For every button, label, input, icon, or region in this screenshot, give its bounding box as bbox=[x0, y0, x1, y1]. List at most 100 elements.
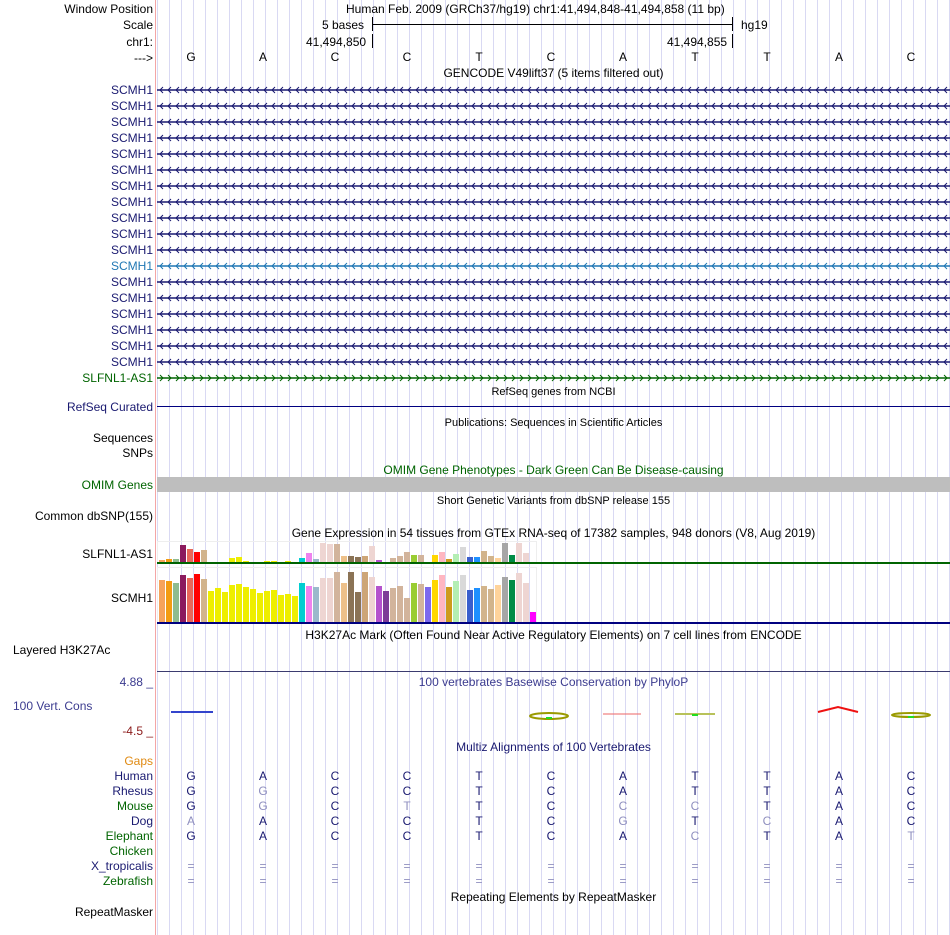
phylop-plot[interactable] bbox=[157, 690, 950, 735]
gtex-tissue-bar[interactable] bbox=[495, 585, 501, 623]
gtex-tissue-bar[interactable] bbox=[236, 584, 242, 623]
gtex-tissue-bar[interactable] bbox=[292, 596, 298, 623]
refseq-track-label[interactable]: RefSeq Curated bbox=[66, 400, 153, 414]
gtex-tissue-bar[interactable] bbox=[264, 591, 270, 623]
gtex-tissue-bar[interactable] bbox=[159, 560, 165, 563]
gene-label[interactable]: SCMH1 bbox=[110, 147, 153, 161]
gtex-tissue-bar[interactable] bbox=[488, 556, 494, 563]
gtex-tissue-bar[interactable] bbox=[460, 575, 466, 623]
gtex-tissue-bar[interactable] bbox=[432, 580, 438, 623]
phylop-track-label[interactable]: 100 Vert. Cons bbox=[13, 699, 93, 713]
gtex-tissue-bar[interactable] bbox=[355, 557, 361, 563]
gene-feature[interactable] bbox=[157, 84, 950, 96]
gtex-tissue-bar[interactable] bbox=[187, 578, 193, 623]
refseq-gene-line[interactable] bbox=[157, 406, 950, 407]
gtex-tissue-bar[interactable] bbox=[355, 592, 361, 623]
omim-track-label[interactable]: OMIM Genes bbox=[81, 478, 153, 492]
gtex-tissue-bar[interactable] bbox=[320, 543, 326, 563]
gtex-tissue-bar[interactable] bbox=[166, 559, 172, 563]
h3k27ac-track-label[interactable]: Layered H3K27Ac bbox=[13, 643, 111, 657]
gtex-tissue-bar[interactable] bbox=[285, 594, 291, 623]
gene-feature[interactable] bbox=[157, 148, 950, 160]
gtex-chart-slfnl1-as1[interactable] bbox=[157, 541, 537, 563]
species-label[interactable]: Human bbox=[114, 769, 153, 783]
species-label[interactable]: Zebrafish bbox=[102, 874, 153, 888]
gtex-tissue-bar[interactable] bbox=[201, 550, 207, 563]
gene-feature[interactable] bbox=[157, 356, 950, 368]
gtex-tissue-bar[interactable] bbox=[222, 592, 228, 623]
gtex-tissue-bar[interactable] bbox=[488, 589, 494, 623]
gtex-tissue-bar[interactable] bbox=[425, 587, 431, 623]
publications-label-sequences[interactable]: Sequences bbox=[92, 431, 153, 445]
gtex-tissue-bar[interactable] bbox=[439, 552, 445, 563]
species-label[interactable]: Chicken bbox=[109, 844, 153, 858]
gtex-tissue-bar[interactable] bbox=[516, 573, 522, 623]
gene-label[interactable]: SCMH1 bbox=[110, 227, 153, 241]
gtex-tissue-bar[interactable] bbox=[229, 558, 235, 563]
gtex-tissue-bar[interactable] bbox=[306, 586, 312, 623]
gtex-tissue-bar[interactable] bbox=[327, 578, 333, 623]
gtex-tissue-bar[interactable] bbox=[334, 544, 340, 563]
gtex-tissue-bar[interactable] bbox=[509, 555, 515, 563]
gene-feature[interactable] bbox=[157, 308, 950, 320]
species-label[interactable]: Mouse bbox=[116, 799, 153, 813]
gene-feature[interactable] bbox=[157, 196, 950, 208]
gtex-tissue-bar[interactable] bbox=[523, 583, 529, 623]
gtex-tissue-bar[interactable] bbox=[446, 559, 452, 563]
gtex-tissue-bar[interactable] bbox=[369, 577, 375, 623]
gene-feature[interactable] bbox=[157, 116, 950, 128]
gtex-tissue-bar[interactable] bbox=[180, 545, 186, 563]
gene-feature[interactable] bbox=[157, 260, 950, 272]
gtex-tissue-bar[interactable] bbox=[243, 587, 249, 623]
gtex-tissue-bar[interactable] bbox=[320, 578, 326, 623]
gtex-tissue-bar[interactable] bbox=[383, 591, 389, 623]
gtex-tissue-bar[interactable] bbox=[194, 552, 200, 563]
gtex-tissue-bar[interactable] bbox=[313, 587, 319, 623]
gtex-tissue-bar[interactable] bbox=[502, 577, 508, 623]
gtex-tissue-bar[interactable] bbox=[299, 558, 305, 563]
gene-label[interactable]: SCMH1 bbox=[110, 163, 153, 177]
gtex-tissue-bar[interactable] bbox=[418, 584, 424, 623]
strand-toggle[interactable]: ---> bbox=[134, 51, 153, 65]
gtex-tissue-bar[interactable] bbox=[341, 583, 347, 623]
gtex-tissue-bar[interactable] bbox=[257, 593, 263, 623]
gene-label[interactable]: SCMH1 bbox=[110, 275, 153, 289]
gene-label[interactable]: SCMH1 bbox=[110, 179, 153, 193]
gtex-tissue-bar[interactable] bbox=[166, 581, 172, 623]
gtex-tissue-bar[interactable] bbox=[418, 555, 424, 563]
gene-feature[interactable] bbox=[157, 228, 950, 240]
gene-label[interactable]: SCMH1 bbox=[110, 83, 153, 97]
gene-feature[interactable] bbox=[157, 212, 950, 224]
gene-label[interactable]: SCMH1 bbox=[110, 99, 153, 113]
gene-label[interactable]: SCMH1 bbox=[110, 259, 153, 273]
gtex-tissue-bar[interactable] bbox=[173, 583, 179, 623]
species-label[interactable]: Elephant bbox=[105, 829, 153, 843]
gtex-tissue-bar[interactable] bbox=[229, 585, 235, 623]
gtex-tissue-bar[interactable] bbox=[306, 553, 312, 563]
gtex-tissue-bar[interactable] bbox=[341, 556, 347, 563]
gene-feature[interactable] bbox=[157, 244, 950, 256]
gene-feature[interactable] bbox=[157, 100, 950, 112]
gtex-tissue-bar[interactable] bbox=[516, 543, 522, 563]
gene-label[interactable]: SCMH1 bbox=[110, 291, 153, 305]
gtex-tissue-bar[interactable] bbox=[439, 575, 445, 623]
publications-label-snps[interactable]: SNPs bbox=[122, 446, 153, 460]
gtex-label-scmh1[interactable]: SCMH1 bbox=[110, 591, 153, 605]
gtex-tissue-bar[interactable] bbox=[481, 551, 487, 563]
gtex-tissue-bar[interactable] bbox=[467, 557, 473, 563]
gene-feature[interactable] bbox=[157, 372, 950, 384]
gtex-tissue-bar[interactable] bbox=[397, 586, 403, 623]
repeatmasker-track-label[interactable]: RepeatMasker bbox=[74, 905, 153, 919]
gene-feature[interactable] bbox=[157, 164, 950, 176]
gene-label[interactable]: SCMH1 bbox=[110, 339, 153, 353]
gtex-tissue-bar[interactable] bbox=[495, 558, 501, 563]
gtex-tissue-bar[interactable] bbox=[348, 556, 354, 563]
gene-label[interactable]: SCMH1 bbox=[110, 131, 153, 145]
gtex-tissue-bar[interactable] bbox=[173, 559, 179, 563]
gene-label[interactable]: SCMH1 bbox=[110, 323, 153, 337]
gtex-tissue-bar[interactable] bbox=[432, 555, 438, 563]
gene-label[interactable]: SCMH1 bbox=[110, 355, 153, 369]
gene-feature[interactable] bbox=[157, 292, 950, 304]
gtex-tissue-bar[interactable] bbox=[215, 588, 221, 623]
gtex-tissue-bar[interactable] bbox=[236, 557, 242, 563]
